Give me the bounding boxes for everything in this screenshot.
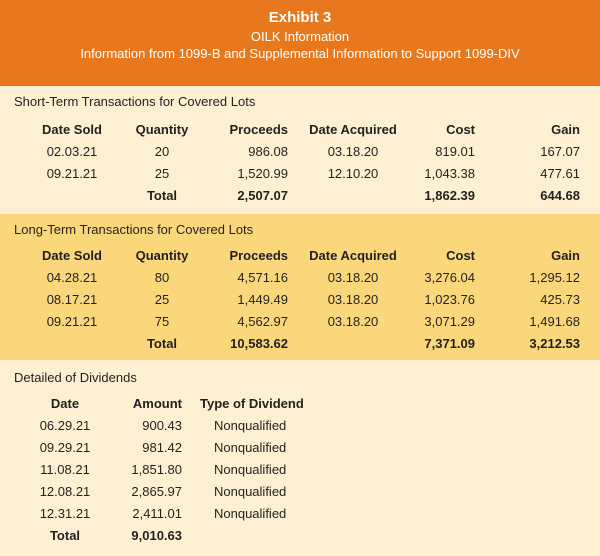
- proceeds: 1,449.49: [237, 292, 288, 307]
- cost: 3,276.04: [424, 270, 475, 285]
- column-header: Quantity: [135, 248, 189, 263]
- column-header: Gain: [551, 122, 580, 137]
- dividend-date: 12.31.21: [39, 506, 91, 521]
- proceeds: 986.08: [248, 144, 288, 159]
- dividend-date: 11.08.21: [40, 462, 90, 477]
- total-label: Total: [146, 188, 178, 203]
- quantity: 20: [154, 144, 170, 159]
- table-row: 09.21.21 75 4,562.97 03.18.20 3,071.29 1…: [0, 312, 600, 332]
- date-acquired: 12.10.20: [327, 166, 379, 181]
- table-row: 12.08.21 2,865.97 Nonqualified: [0, 482, 600, 502]
- cost: 1,043.38: [424, 166, 475, 181]
- column-header: Gain: [551, 248, 580, 263]
- column-header: Date Sold: [42, 122, 102, 137]
- column-header: Date Acquired: [309, 248, 397, 263]
- short-term-section: Short-Term Transactions for Covered Lots…: [0, 86, 600, 214]
- date-acquired: 03.18.20: [327, 144, 379, 159]
- dividends-header-row: Date Amount Type of Dividend: [0, 394, 600, 414]
- column-header: Date Sold: [42, 248, 102, 263]
- dividends-section: Detailed of Dividends Date Amount Type o…: [0, 360, 600, 556]
- dividend-date: 06.29.21: [39, 418, 91, 433]
- total-cost: 1,862.39: [424, 188, 475, 203]
- column-header: Date: [50, 396, 80, 411]
- column-header: Proceeds: [229, 122, 288, 137]
- quantity: 25: [154, 292, 170, 307]
- long-term-title: Long-Term Transactions for Covered Lots: [14, 222, 254, 237]
- exhibit-subtitle: OILK Information: [250, 29, 350, 44]
- proceeds: 1,520.99: [237, 166, 288, 181]
- dividend-amount: 981.42: [142, 440, 182, 455]
- total-gain: 644.68: [540, 188, 580, 203]
- long-term-section: Long-Term Transactions for Covered Lots …: [0, 214, 600, 360]
- exhibit-description: Information from 1099-B and Supplemental…: [80, 46, 520, 61]
- table-row: 09.21.21 25 1,520.99 12.10.20 1,043.38 4…: [0, 164, 600, 184]
- total-row: Total 9,010.63: [0, 526, 600, 546]
- date-sold: 08.17.21: [46, 292, 98, 307]
- dividend-type: Nonqualified: [214, 418, 287, 433]
- total-amount: 9,010.63: [131, 528, 182, 543]
- total-row: Total 10,583.62 7,371.09 3,212.53: [0, 334, 600, 354]
- date-sold: 09.21.21: [46, 166, 98, 181]
- quantity: 25: [154, 166, 170, 181]
- gain: 425.73: [540, 292, 580, 307]
- proceeds: 4,562.97: [237, 314, 288, 329]
- gain: 1,491.68: [529, 314, 580, 329]
- total-proceeds: 2,507.07: [237, 188, 288, 203]
- quantity: 80: [154, 270, 170, 285]
- total-proceeds: 10,583.62: [230, 336, 288, 351]
- column-header: Proceeds: [229, 248, 288, 263]
- cost: 819.01: [435, 144, 475, 159]
- table-row: 11.08.21 1,851.80 Nonqualified: [0, 460, 600, 480]
- column-header: Amount: [132, 396, 182, 411]
- short-term-header-row: Date Sold Quantity Proceeds Date Acquire…: [0, 120, 600, 140]
- gain: 167.07: [540, 144, 580, 159]
- column-header: Date Acquired: [309, 122, 397, 137]
- column-header: Cost: [446, 248, 475, 263]
- table-row: 02.03.21 20 986.08 03.18.20 819.01 167.0…: [0, 142, 600, 162]
- gain: 1,295.12: [529, 270, 580, 285]
- short-term-title: Short-Term Transactions for Covered Lots: [14, 94, 256, 109]
- table-row: 09.29.21 981.42 Nonqualified: [0, 438, 600, 458]
- dividend-type: Nonqualified: [214, 484, 287, 499]
- date-acquired: 03.18.20: [327, 292, 379, 307]
- dividend-amount: 900.43: [142, 418, 182, 433]
- exhibit-header: Exhibit 3 OILK Information Information f…: [0, 0, 600, 86]
- dividends-title: Detailed of Dividends: [14, 370, 137, 385]
- long-term-header-row: Date Sold Quantity Proceeds Date Acquire…: [0, 246, 600, 266]
- date-sold: 02.03.21: [46, 144, 98, 159]
- gain: 477.61: [540, 166, 580, 181]
- cost: 3,071.29: [424, 314, 475, 329]
- total-label: Total: [146, 336, 178, 351]
- dividend-amount: 2,411.01: [132, 506, 182, 521]
- quantity: 75: [154, 314, 170, 329]
- dividend-type: Nonqualified: [214, 506, 287, 521]
- dividend-amount: 2,865.97: [131, 484, 182, 499]
- dividend-amount: 1,851.80: [131, 462, 182, 477]
- date-sold: 09.21.21: [46, 314, 98, 329]
- total-label: Total: [49, 528, 81, 543]
- dividend-date: 12.08.21: [39, 484, 91, 499]
- column-header: Cost: [446, 122, 475, 137]
- date-sold: 04.28.21: [46, 270, 98, 285]
- cost: 1,023.76: [424, 292, 475, 307]
- proceeds: 4,571.16: [237, 270, 288, 285]
- table-row: 04.28.21 80 4,571.16 03.18.20 3,276.04 1…: [0, 268, 600, 288]
- column-header: Type of Dividend: [200, 396, 304, 411]
- table-row: 06.29.21 900.43 Nonqualified: [0, 416, 600, 436]
- dividend-date: 09.29.21: [39, 440, 91, 455]
- table-row: 12.31.21 2,411.01 Nonqualified: [0, 504, 600, 524]
- dividend-type: Nonqualified: [214, 440, 287, 455]
- column-header: Quantity: [135, 122, 189, 137]
- total-cost: 7,371.09: [424, 336, 475, 351]
- total-gain: 3,212.53: [529, 336, 580, 351]
- dividend-type: Nonqualified: [214, 462, 287, 477]
- table-row: 08.17.21 25 1,449.49 03.18.20 1,023.76 4…: [0, 290, 600, 310]
- exhibit-title: Exhibit 3: [268, 9, 332, 26]
- date-acquired: 03.18.20: [327, 314, 379, 329]
- total-row: Total 2,507.07 1,862.39 644.68: [0, 186, 600, 206]
- date-acquired: 03.18.20: [327, 270, 379, 285]
